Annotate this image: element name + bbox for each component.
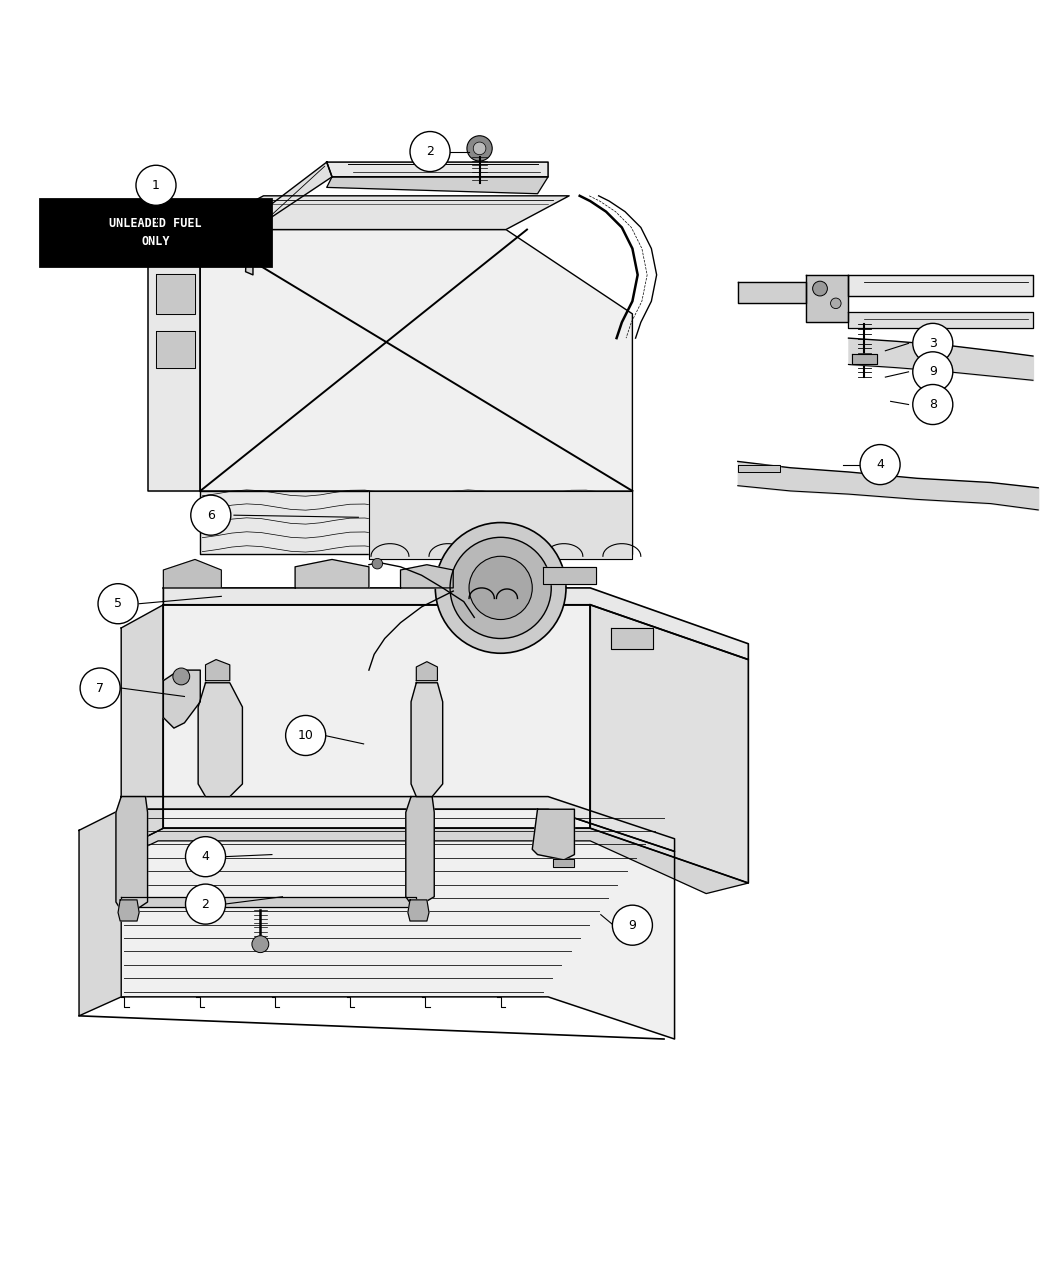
Circle shape <box>467 135 492 161</box>
Polygon shape <box>163 559 221 587</box>
Circle shape <box>473 142 486 155</box>
Text: 4: 4 <box>201 850 210 863</box>
Polygon shape <box>156 273 195 314</box>
Text: 8: 8 <box>929 398 937 411</box>
Polygon shape <box>738 465 780 472</box>
Text: 10: 10 <box>297 729 314 742</box>
Polygon shape <box>611 628 653 649</box>
Circle shape <box>913 323 953 364</box>
Circle shape <box>372 558 383 570</box>
Text: 5: 5 <box>114 598 122 610</box>
Text: 1: 1 <box>152 179 160 192</box>
Circle shape <box>813 281 827 296</box>
Circle shape <box>186 884 226 925</box>
Circle shape <box>913 351 953 392</box>
Polygon shape <box>327 162 548 176</box>
Text: 6: 6 <box>207 508 215 522</box>
Polygon shape <box>200 490 632 554</box>
Polygon shape <box>738 282 806 304</box>
Polygon shape <box>121 797 675 852</box>
Text: 4: 4 <box>876 458 884 471</box>
Polygon shape <box>121 810 675 1039</box>
Circle shape <box>450 538 551 638</box>
Polygon shape <box>806 275 848 322</box>
Polygon shape <box>156 217 195 259</box>
Polygon shape <box>543 567 596 584</box>
Polygon shape <box>118 900 139 921</box>
Polygon shape <box>246 222 253 275</box>
Circle shape <box>410 132 450 171</box>
Polygon shape <box>852 354 877 364</box>
Polygon shape <box>116 797 148 911</box>
Text: 3: 3 <box>929 337 937 350</box>
Circle shape <box>860 444 900 484</box>
Circle shape <box>435 522 566 654</box>
Circle shape <box>831 298 841 309</box>
Polygon shape <box>79 810 121 1015</box>
Polygon shape <box>121 605 163 849</box>
Text: 9: 9 <box>628 918 637 932</box>
Circle shape <box>252 936 269 953</box>
Circle shape <box>612 905 652 945</box>
Polygon shape <box>401 564 453 587</box>
Polygon shape <box>163 605 590 829</box>
Circle shape <box>191 495 231 535</box>
Circle shape <box>173 668 190 684</box>
Polygon shape <box>532 810 574 859</box>
Polygon shape <box>295 559 369 587</box>
Polygon shape <box>369 490 632 559</box>
FancyBboxPatch shape <box>40 199 271 267</box>
Polygon shape <box>206 660 230 681</box>
Polygon shape <box>411 683 443 797</box>
Polygon shape <box>198 683 242 797</box>
Circle shape <box>136 165 176 206</box>
Polygon shape <box>148 222 200 490</box>
Polygon shape <box>848 275 1033 296</box>
Polygon shape <box>590 605 748 882</box>
Circle shape <box>80 668 120 707</box>
Polygon shape <box>248 162 332 230</box>
Polygon shape <box>848 312 1033 328</box>
Circle shape <box>98 584 138 623</box>
Polygon shape <box>200 230 632 490</box>
Polygon shape <box>121 896 416 907</box>
Polygon shape <box>163 587 748 660</box>
Circle shape <box>286 715 326 756</box>
Polygon shape <box>553 859 574 867</box>
Text: 7: 7 <box>96 682 104 695</box>
Polygon shape <box>408 900 429 921</box>
Polygon shape <box>200 195 569 230</box>
Circle shape <box>186 836 226 877</box>
Circle shape <box>913 384 953 424</box>
Text: 2: 2 <box>201 898 210 911</box>
Text: 2: 2 <box>426 146 434 158</box>
Polygon shape <box>148 222 253 230</box>
Polygon shape <box>416 661 437 681</box>
Polygon shape <box>163 670 200 728</box>
Text: 9: 9 <box>929 365 937 378</box>
Circle shape <box>469 557 532 619</box>
Text: UNLEADED FUEL
ONLY: UNLEADED FUEL ONLY <box>110 217 201 248</box>
Polygon shape <box>156 331 195 368</box>
Polygon shape <box>406 797 434 904</box>
Polygon shape <box>327 176 548 194</box>
Polygon shape <box>118 829 748 894</box>
